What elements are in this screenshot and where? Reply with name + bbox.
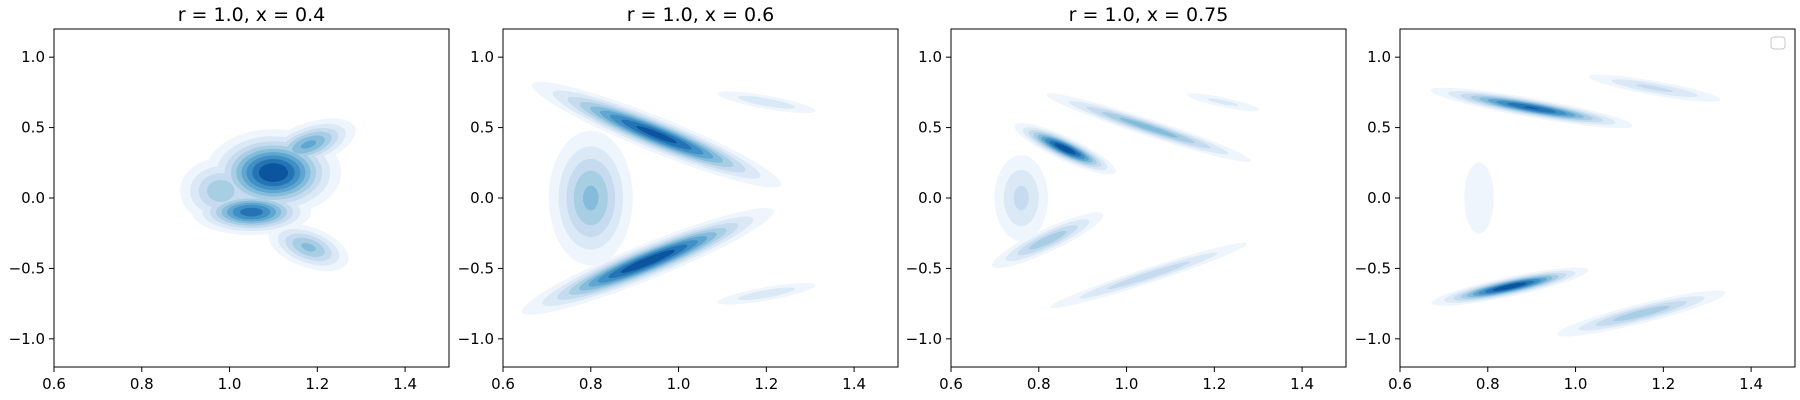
y-tick-label: 1.0 — [470, 48, 494, 66]
chart-title: r = 1.0, x = 0.4 — [178, 4, 326, 26]
chart-title: r = 1.0, x = 0.75 — [1069, 4, 1229, 26]
density-contours — [991, 93, 1260, 309]
y-tick-label: −1.0 — [1355, 330, 1391, 348]
subplot-4: 0.6 0.8 1.0 1.2 1.4 1.0 0.5 0.0 −0.5 −1.0 — [1355, 28, 1796, 393]
y-tick-label: 0.0 — [21, 189, 45, 207]
contour-level-9 — [1492, 106, 1539, 291]
y-tick-label: −0.5 — [9, 259, 45, 277]
density-contours — [1430, 74, 1726, 337]
subplot-1: 0.6 0.8 1.0 1.2 1.4 1.0 0.5 0.0 −0.5 −1.0 r = 1.0,… — [9, 4, 450, 393]
x-tick-label: 0.6 — [491, 375, 515, 393]
x-tick-label: 1.4 — [1739, 375, 1763, 393]
y-tick-label: −1.0 — [9, 330, 45, 348]
x-tick-label: 0.6 — [939, 375, 963, 393]
y-tick-label: −0.5 — [906, 259, 942, 277]
x-tick-label: 0.8 — [1476, 375, 1500, 393]
subplot-3: 0.6 0.8 1.0 1.2 1.4 1.0 0.5 0.0 −0.5 −1.0 r = 1.0,… — [906, 4, 1347, 393]
x-tick-label: 1.2 — [305, 375, 329, 393]
y-tick-label: 0.5 — [918, 119, 942, 137]
x-tick-label: 1.0 — [1564, 375, 1588, 393]
x-tick-label: 1.4 — [842, 375, 866, 393]
contour-region — [1028, 230, 1067, 250]
legend-box — [1770, 36, 1786, 50]
contour-region — [737, 95, 795, 109]
y-tick-label: 1.0 — [1367, 48, 1391, 66]
contour-region — [1613, 305, 1670, 322]
y-tick-label: −0.5 — [1355, 259, 1391, 277]
x-tick-label: 0.6 — [1388, 375, 1412, 393]
density-contours — [179, 118, 356, 272]
x-tick-label: 1.2 — [1651, 375, 1675, 393]
x-tick-label: 1.0 — [1115, 375, 1139, 393]
contour-region — [1054, 143, 1076, 155]
contour-region — [1524, 106, 1539, 110]
subplot-2: 0.6 0.8 1.0 1.2 1.4 1.0 0.5 0.0 −0.5 −1.0 r = 1.0,… — [458, 4, 899, 393]
y-tick-label: −0.5 — [458, 259, 494, 277]
y-tick-label: 1.0 — [21, 48, 45, 66]
x-tick-label: 0.8 — [1027, 375, 1051, 393]
y-tick-label: 0.5 — [21, 119, 45, 137]
x-tick-label: 0.6 — [42, 375, 66, 393]
contour-region — [1635, 84, 1674, 92]
contour-region — [1013, 185, 1029, 211]
contour-region — [620, 249, 675, 273]
x-tick-label: 1.4 — [393, 375, 417, 393]
y-tick-label: 0.5 — [470, 119, 494, 137]
x-tick-label: 1.4 — [1290, 375, 1314, 393]
contour-region — [301, 140, 317, 149]
contour-level-9 — [1054, 143, 1076, 155]
contour-region — [301, 242, 316, 252]
contour-region — [737, 287, 795, 301]
contour-region — [207, 179, 235, 202]
contour-region — [1107, 261, 1190, 290]
chart-title: r = 1.0, x = 0.6 — [627, 4, 775, 26]
y-tick-label: 0.5 — [1367, 119, 1391, 137]
y-tick-label: −1.0 — [458, 330, 494, 348]
y-tick-label: 0.0 — [918, 189, 942, 207]
x-tick-label: 0.8 — [130, 375, 154, 393]
contour-region — [1119, 117, 1178, 138]
contour-level-9 — [258, 163, 289, 182]
x-tick-label: 1.0 — [218, 375, 242, 393]
x-tick-label: 0.8 — [579, 375, 603, 393]
density-contours — [521, 81, 816, 315]
y-tick-label: 1.0 — [918, 48, 942, 66]
contour-region — [583, 185, 599, 211]
contour-region — [1207, 98, 1239, 107]
y-tick-label: 0.0 — [470, 189, 494, 207]
x-tick-label: 1.0 — [667, 375, 691, 393]
contour-region — [1464, 162, 1494, 234]
contour-level-9 — [620, 126, 677, 273]
contour-level-8 — [1485, 102, 1557, 293]
contour-region — [1492, 282, 1527, 291]
y-tick-label: −1.0 — [906, 330, 942, 348]
x-tick-label: 1.2 — [1202, 375, 1226, 393]
contour-region — [240, 207, 263, 217]
y-tick-label: 0.0 — [1367, 189, 1391, 207]
x-tick-label: 1.2 — [754, 375, 778, 393]
contour-region — [636, 126, 677, 144]
contour-region — [258, 163, 289, 182]
